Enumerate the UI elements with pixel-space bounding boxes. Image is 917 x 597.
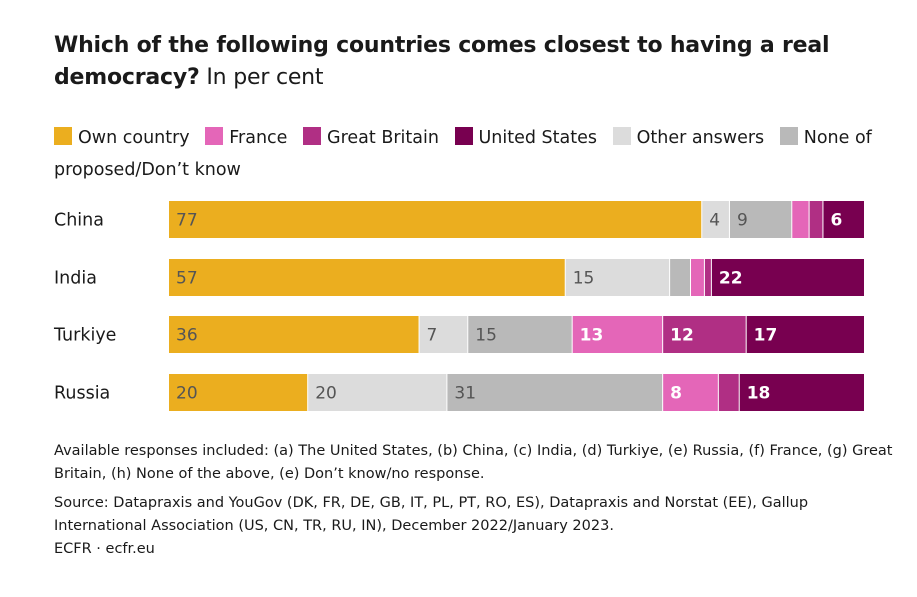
bar-segment xyxy=(169,201,702,238)
bar-segment xyxy=(468,316,572,353)
data-label: 15 xyxy=(573,269,595,289)
legend-swatch xyxy=(779,127,798,145)
legend-label: Great Britain xyxy=(327,128,439,148)
data-label: 13 xyxy=(580,326,604,346)
bar-segment xyxy=(729,201,792,238)
legend-label: Other answers xyxy=(636,128,765,148)
bar-segment xyxy=(572,316,663,353)
data-label: 20 xyxy=(176,384,198,404)
legend-swatch xyxy=(612,127,631,145)
data-label: 31 xyxy=(454,384,476,404)
legend-item: Own country xyxy=(54,127,190,148)
legend-label: France xyxy=(229,128,288,148)
bar-segment xyxy=(663,374,718,411)
bar-segment xyxy=(308,374,447,411)
bar-segment xyxy=(711,259,864,296)
chart-title-unit: In per cent xyxy=(206,65,324,90)
data-label: 4 xyxy=(709,211,720,231)
data-label: 8 xyxy=(670,384,682,404)
data-label: 6 xyxy=(830,211,842,231)
category-label: India xyxy=(54,269,97,289)
bar-segment xyxy=(670,259,690,296)
data-label: 57 xyxy=(176,269,198,289)
legend-swatch xyxy=(454,127,473,145)
bar-segment xyxy=(823,201,864,238)
bar-segment xyxy=(419,316,468,353)
category-label: Russia xyxy=(54,384,110,404)
bar-segment xyxy=(169,316,419,353)
bar-segment xyxy=(169,259,565,296)
legend-label: Own country xyxy=(78,128,190,148)
legend-swatch xyxy=(303,127,322,145)
bar-segment xyxy=(746,316,864,353)
legend-label: None of proposed/Don’t know xyxy=(54,128,872,180)
chart-title: Which of the following countries comes c… xyxy=(54,30,884,94)
bar-segment xyxy=(565,259,670,296)
bar-segment xyxy=(447,374,663,411)
legend-label: United States xyxy=(478,128,598,148)
category-label: China xyxy=(54,211,104,231)
data-label: 22 xyxy=(719,269,743,289)
bar-segment xyxy=(704,259,711,296)
source-note: Source: Datapraxis and YouGov (DK, FR, D… xyxy=(54,495,809,534)
notes: Available responses included: (a) The Un… xyxy=(54,440,894,567)
legend-item: France xyxy=(205,127,288,148)
data-label: 15 xyxy=(475,326,497,346)
data-label: 18 xyxy=(747,384,771,404)
data-label: 20 xyxy=(315,384,337,404)
bar-segment xyxy=(663,316,746,353)
category-label: Turkiye xyxy=(53,326,116,346)
legend-item: Great Britain xyxy=(303,127,439,148)
data-label: 77 xyxy=(176,211,198,231)
chart-title-main: Which of the following countries comes c… xyxy=(54,33,830,90)
bar-segment xyxy=(792,201,809,238)
legend-swatch xyxy=(54,127,72,145)
response-note: Available responses included: (a) The Un… xyxy=(54,443,893,482)
data-label: 36 xyxy=(176,326,198,346)
bar-segment xyxy=(691,259,704,296)
data-label: 17 xyxy=(754,326,778,346)
legend-item: United States xyxy=(454,127,598,148)
bar-segment xyxy=(718,374,739,411)
data-label: 9 xyxy=(737,211,748,231)
bar-segment xyxy=(702,201,729,238)
bar-segment xyxy=(739,374,864,411)
credit: ECFR · ecfr.eu xyxy=(54,541,155,557)
bar-segment xyxy=(809,201,823,238)
legend: Own country France Great Britain United … xyxy=(54,122,884,186)
bar-segment xyxy=(169,374,308,411)
legend-item: Other answers xyxy=(612,127,765,148)
data-label: 7 xyxy=(427,326,438,346)
legend-item: None of proposed/Don’t know xyxy=(54,127,872,180)
data-label: 12 xyxy=(670,326,694,346)
legend-swatch xyxy=(205,127,224,145)
